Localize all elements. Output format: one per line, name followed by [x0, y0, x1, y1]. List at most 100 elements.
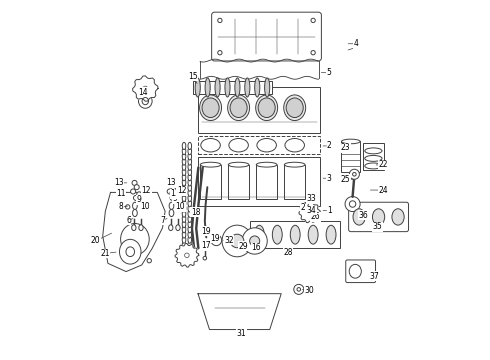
Ellipse shape	[342, 139, 360, 144]
Bar	[342, 141, 360, 172]
Ellipse shape	[188, 252, 192, 259]
Ellipse shape	[392, 209, 404, 225]
Text: 20: 20	[91, 237, 100, 246]
Polygon shape	[133, 76, 158, 101]
Ellipse shape	[200, 162, 221, 167]
Ellipse shape	[218, 50, 222, 55]
Ellipse shape	[225, 78, 230, 97]
Ellipse shape	[176, 225, 180, 230]
Ellipse shape	[365, 163, 382, 169]
Ellipse shape	[345, 197, 360, 212]
Text: 15: 15	[188, 72, 198, 81]
Ellipse shape	[365, 156, 382, 161]
Text: 22: 22	[378, 161, 388, 170]
Text: 12: 12	[142, 186, 151, 195]
Ellipse shape	[182, 200, 186, 207]
Ellipse shape	[132, 180, 137, 185]
Text: 28: 28	[283, 248, 293, 257]
Ellipse shape	[205, 78, 210, 97]
Ellipse shape	[250, 236, 260, 246]
Ellipse shape	[188, 189, 192, 197]
Ellipse shape	[242, 228, 267, 254]
Polygon shape	[198, 294, 281, 329]
Polygon shape	[299, 202, 320, 223]
Ellipse shape	[120, 239, 141, 264]
Ellipse shape	[235, 78, 240, 97]
Ellipse shape	[182, 220, 186, 228]
Ellipse shape	[182, 194, 186, 202]
Ellipse shape	[182, 184, 186, 191]
Polygon shape	[175, 243, 199, 267]
Ellipse shape	[169, 202, 174, 210]
Ellipse shape	[188, 168, 192, 176]
Ellipse shape	[203, 256, 207, 260]
Ellipse shape	[199, 95, 221, 121]
Ellipse shape	[137, 192, 142, 197]
Text: 9: 9	[172, 194, 177, 203]
Ellipse shape	[258, 98, 275, 117]
Text: 12: 12	[177, 186, 186, 195]
Polygon shape	[103, 192, 165, 271]
Ellipse shape	[133, 195, 139, 201]
Ellipse shape	[182, 226, 186, 233]
Text: 34: 34	[306, 206, 316, 215]
Text: 1: 1	[327, 206, 332, 215]
Text: 29: 29	[239, 242, 248, 251]
Bar	[363, 143, 384, 170]
Ellipse shape	[188, 215, 192, 222]
Text: 24: 24	[378, 185, 388, 194]
Ellipse shape	[134, 185, 139, 190]
Ellipse shape	[308, 210, 312, 214]
Text: 21: 21	[100, 249, 110, 258]
Ellipse shape	[188, 142, 192, 149]
Ellipse shape	[256, 162, 277, 167]
Ellipse shape	[272, 225, 282, 244]
Ellipse shape	[169, 225, 173, 230]
Text: 36: 36	[359, 211, 368, 220]
Bar	[198, 87, 320, 134]
Text: 17: 17	[201, 241, 210, 250]
Ellipse shape	[167, 189, 172, 194]
Ellipse shape	[182, 241, 186, 248]
Ellipse shape	[182, 205, 186, 212]
Text: 16: 16	[251, 243, 261, 252]
Bar	[198, 136, 320, 154]
Text: 7: 7	[160, 216, 165, 225]
Ellipse shape	[147, 258, 151, 263]
Ellipse shape	[255, 78, 260, 97]
Text: 19: 19	[210, 234, 220, 243]
Ellipse shape	[139, 94, 152, 108]
Ellipse shape	[182, 247, 186, 254]
Ellipse shape	[133, 202, 137, 210]
FancyBboxPatch shape	[212, 12, 321, 61]
Ellipse shape	[284, 162, 305, 167]
Ellipse shape	[228, 162, 249, 167]
Text: 35: 35	[373, 222, 383, 231]
Ellipse shape	[353, 209, 365, 225]
Ellipse shape	[254, 225, 264, 244]
Ellipse shape	[182, 148, 186, 155]
Ellipse shape	[349, 264, 361, 278]
Ellipse shape	[188, 148, 192, 155]
Ellipse shape	[188, 200, 192, 207]
Ellipse shape	[245, 78, 250, 97]
Ellipse shape	[132, 225, 136, 230]
Text: 33: 33	[306, 194, 316, 203]
Ellipse shape	[188, 241, 192, 248]
Ellipse shape	[265, 78, 270, 97]
Ellipse shape	[182, 189, 186, 197]
Ellipse shape	[353, 172, 356, 176]
Text: 4: 4	[354, 39, 359, 48]
Ellipse shape	[188, 184, 192, 191]
Ellipse shape	[131, 189, 136, 194]
Ellipse shape	[182, 210, 186, 217]
Ellipse shape	[286, 98, 303, 117]
Ellipse shape	[188, 174, 192, 181]
Text: 13: 13	[114, 178, 123, 187]
Ellipse shape	[182, 252, 186, 259]
Text: 37: 37	[369, 271, 379, 280]
Ellipse shape	[182, 163, 186, 170]
Ellipse shape	[185, 253, 189, 257]
Ellipse shape	[202, 98, 219, 117]
Ellipse shape	[311, 18, 315, 23]
